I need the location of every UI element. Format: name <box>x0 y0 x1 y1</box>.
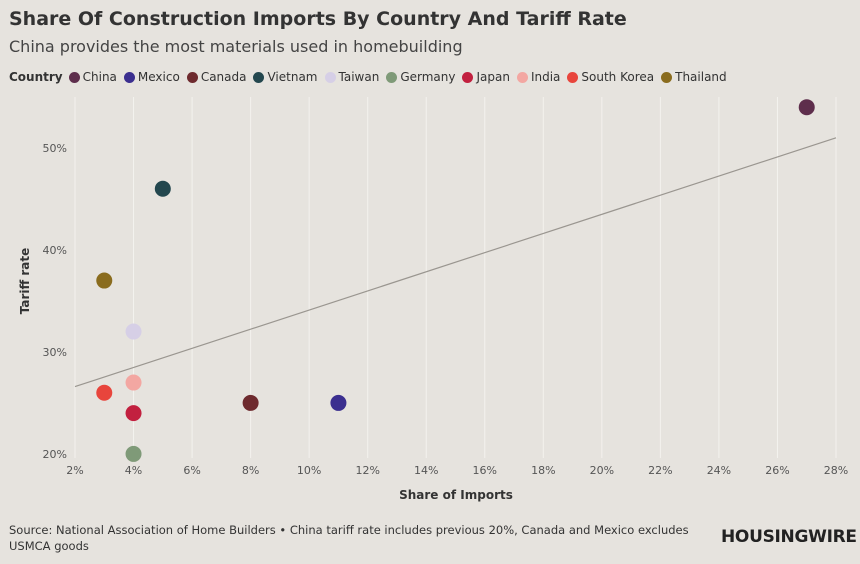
legend-label: China <box>82 70 117 84</box>
legend-label: Thailand <box>675 70 727 84</box>
grid-lines <box>74 97 837 458</box>
legend-swatch <box>68 71 80 83</box>
y-tick-label: 30% <box>43 346 67 359</box>
legend-swatch <box>324 71 336 83</box>
legend-item-vietnam: Vietnam <box>253 70 318 84</box>
brand-logo: HOUSINGWIRE <box>721 527 857 547</box>
legend-label: Mexico <box>137 70 180 84</box>
point-germany <box>125 445 142 462</box>
legend-item-thailand: Thailand <box>661 70 727 84</box>
legend-item-taiwan: Taiwan <box>324 70 380 84</box>
data-points <box>96 99 815 462</box>
x-tick-label: 10% <box>297 464 321 477</box>
legend-swatch <box>386 71 398 83</box>
x-axis-label: Share of Imports <box>399 488 513 502</box>
legend-item-south-korea: South Korea <box>567 70 654 84</box>
point-taiwan <box>125 323 142 340</box>
legend-swatch <box>186 71 198 83</box>
y-tick-label: 50% <box>43 142 67 155</box>
x-tick-label: 22% <box>648 464 672 477</box>
legend-label: South Korea <box>581 70 655 84</box>
legend-title: Country <box>9 70 63 84</box>
x-tick-label: 28% <box>824 464 848 477</box>
x-tick-label: 4% <box>125 464 142 477</box>
legend-item-mexico: Mexico <box>123 70 180 84</box>
axis-ticks: 2% 4% 6% 8% 10% 12% 14% 16% 18% 20% 22% 24% 26% 28% 20… <box>43 142 849 477</box>
point-japan <box>125 405 142 422</box>
trendline <box>74 137 837 388</box>
point-canada <box>242 394 259 411</box>
legend-swatch <box>661 71 673 83</box>
x-tick-label: 16% <box>473 464 497 477</box>
point-thailand <box>96 272 113 289</box>
x-tick-label: 6% <box>183 464 200 477</box>
legend-item-china: China <box>68 70 117 84</box>
legend-swatch <box>567 71 579 83</box>
legend-swatch <box>123 71 135 83</box>
x-tick-label: 24% <box>707 464 731 477</box>
y-axis-label: Tariff rate <box>18 248 32 315</box>
point-china <box>798 99 815 116</box>
x-tick-label: 12% <box>355 464 379 477</box>
legend-label: Germany <box>400 70 456 84</box>
point-vietnam <box>154 180 171 197</box>
trendline-layer <box>74 137 837 388</box>
legend-swatch <box>462 71 474 83</box>
point-south-korea <box>96 384 113 401</box>
x-tick-label: 2% <box>66 464 83 477</box>
legend-item-japan: Japan <box>462 70 510 84</box>
source-note: Source: National Association of Home Bui… <box>9 523 689 553</box>
legend-label: Japan <box>476 70 510 84</box>
x-tick-label: 20% <box>590 464 614 477</box>
legend-label: India <box>530 70 561 84</box>
legend-swatch <box>253 71 265 83</box>
x-tick-label: 8% <box>242 464 259 477</box>
legend-item-india: India <box>516 70 561 84</box>
legend-item-canada: Canada <box>186 70 247 84</box>
legend-item-germany: Germany <box>386 70 455 84</box>
x-tick-label: 26% <box>765 464 789 477</box>
y-tick-label: 20% <box>43 448 67 461</box>
chart-subtitle: China provides the most materials used i… <box>9 37 463 56</box>
chart-title: Share Of Construction Imports By Country… <box>9 8 627 30</box>
legend-label: Canada <box>200 70 247 84</box>
y-tick-label: 40% <box>43 244 67 257</box>
legend-label: Vietnam <box>267 70 318 84</box>
x-tick-label: 14% <box>414 464 438 477</box>
x-tick-label: 18% <box>531 464 555 477</box>
point-mexico <box>330 394 347 411</box>
point-india <box>125 374 142 391</box>
legend: Country China Mexico Canada Vietnam Taiw… <box>9 70 734 84</box>
legend-label: Taiwan <box>338 70 380 84</box>
legend-swatch <box>516 71 528 83</box>
